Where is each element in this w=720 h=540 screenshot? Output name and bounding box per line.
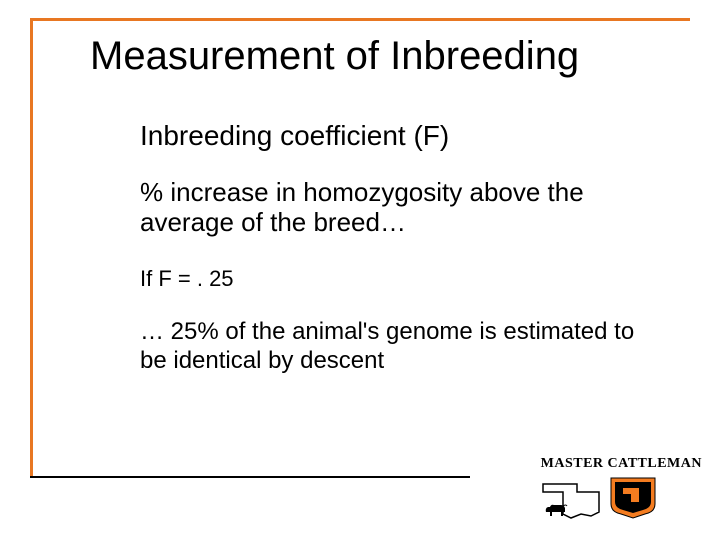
frame-top-rule [30,18,690,21]
cow-icon [543,500,569,518]
page-title: Measurement of Inbreeding [90,34,579,79]
osu-extension-logo-icon [605,474,661,520]
body-content: Inbreeding coefficient (F) % increase in… [140,120,640,375]
definition-text: % increase in homozygosity above the ave… [140,178,640,238]
example-if: If F = . 25 [140,266,640,292]
oklahoma-outline-icon [541,482,601,520]
footer-logos: MASTER CATTLEMAN [541,456,702,520]
frame-left-rule [30,18,33,478]
example-result: … 25% of the animal's genome is estimate… [140,318,640,376]
coefficient-heading: Inbreeding coefficient (F) [140,120,640,152]
logos-row [541,474,702,520]
frame-bottom-rule [30,476,470,478]
master-cattleman-label: MASTER CATTLEMAN [541,456,702,472]
